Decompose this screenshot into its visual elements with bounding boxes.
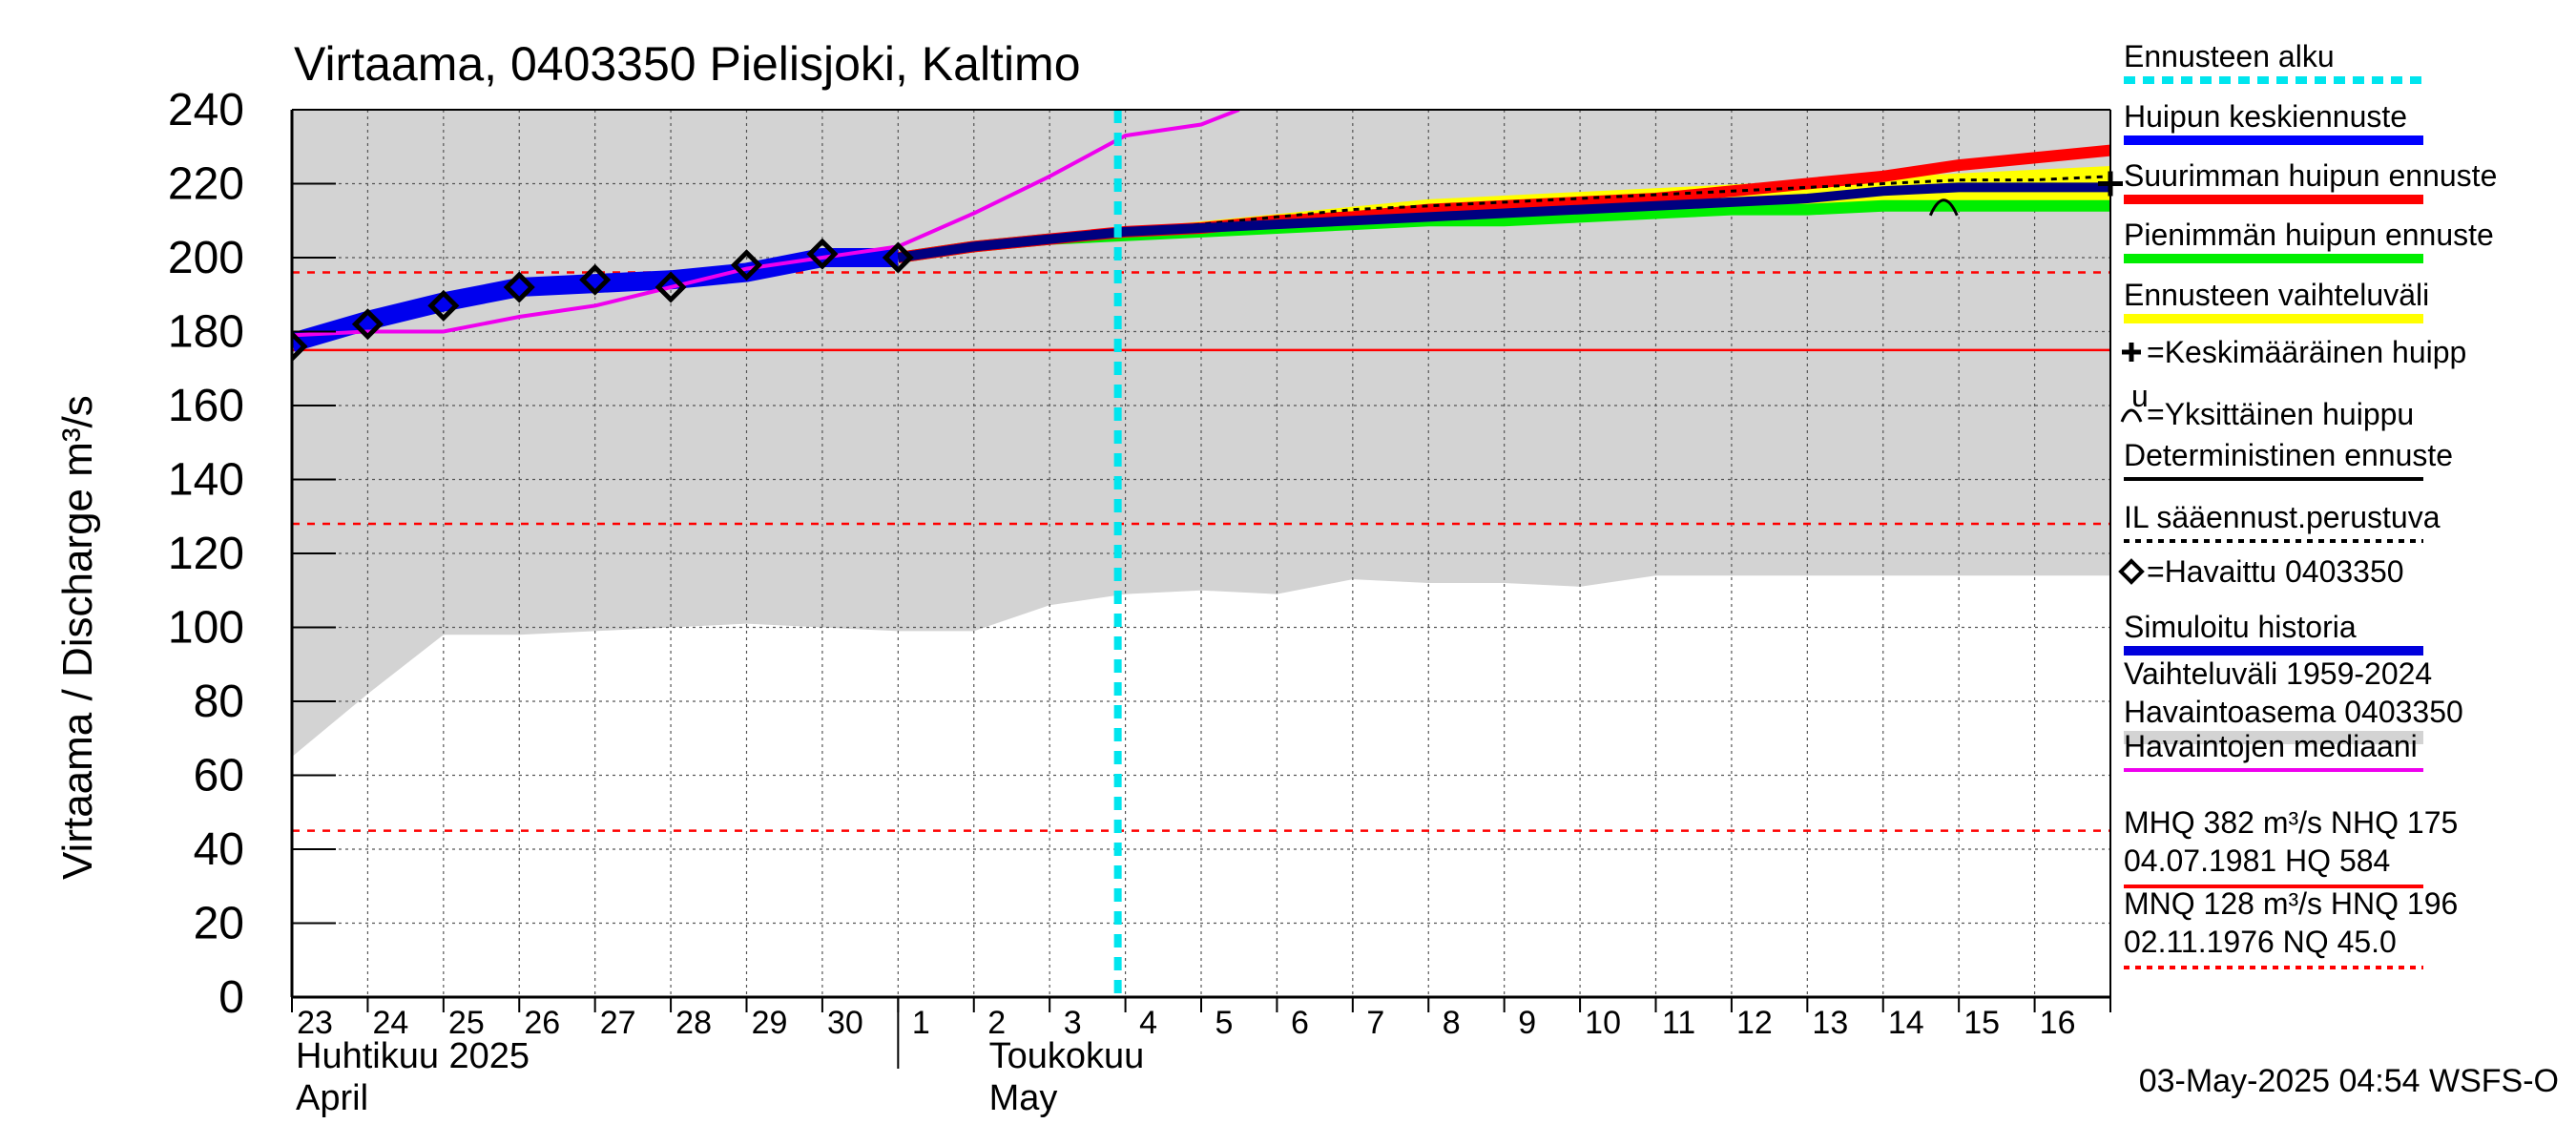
observed-point [292,330,308,363]
legend-item-14-label: MNQ 128 m³/s HNQ 196 [2124,886,2458,921]
month-label-april-fi: Huhtikuu 2025 [296,1036,530,1076]
y-tick-label: 100 [168,603,244,654]
legend-item-0-label: Ennusteen alku [2124,39,2335,73]
legend-item-13-label: MHQ 382 m³/s NHQ 175 [2124,805,2458,840]
legend-item-3-label: Pienimmän huipun ennuste [2124,218,2494,252]
legend-item-1-label: Huipun keskiennuste [2124,99,2407,134]
x-tick-label: 1 [912,1005,930,1041]
legend: Ennusteen alku Huipun keskiennuste Suurimm… [2118,39,2497,969]
legend-item-6-label: =Yksittäinen huippu [2147,397,2414,431]
x-tick-label: 25 [448,1005,485,1041]
legend-item-7-label: Deterministinen ennuste [2124,438,2453,472]
legend-item-5-label2: u [2131,379,2149,413]
series-il-forecast [898,175,2110,260]
chart-title: Virtaama, 0403350 Pielisjoki, Kaltimo [294,37,1081,91]
observed-point [806,238,839,270]
legend-item-10-label: Simuloitu historia [2124,610,2357,644]
y-tick-label: 220 [168,159,244,210]
x-tick-label: 8 [1443,1005,1461,1041]
y-tick-label: 40 [194,824,244,875]
x-tick-label: 13 [1812,1005,1848,1041]
y-axis-label: Virtaama / Discharge m³/s [54,395,101,880]
y-tick-label: 80 [194,677,244,727]
legend-item-4-label: Ennusteen vaihteluväli [2124,278,2429,312]
month-label-april-en: April [296,1078,368,1118]
observed-point [882,241,914,274]
x-tick-label: 2 [987,1005,1006,1041]
x-tick-label: 15 [1963,1005,2000,1041]
x-tick-label: 7 [1366,1005,1384,1041]
legend-item-5-label: =Keskimääräinen huipp [2147,335,2466,369]
x-tick-label: 10 [1585,1005,1621,1041]
legend-item-8-label: IL sääennust.perustuva [2124,500,2441,534]
month-label-may-en: May [989,1078,1058,1118]
y-tick-label: 200 [168,233,244,283]
x-tick-label: 29 [752,1005,788,1041]
x-tick-label: 9 [1518,1005,1536,1041]
legend-item-12-label: Havaintojen mediaani [2124,729,2418,763]
legend-item-11-label: Vaihteluväli 1959-2024 [2124,656,2432,691]
x-tick-label: 26 [524,1005,560,1041]
legend-item-11-label2: Havaintoasema 0403350 [2124,695,2463,729]
x-tick-label: 28 [675,1005,712,1041]
y-tick-label: 60 [194,751,244,802]
x-tick-label: 14 [1888,1005,1924,1041]
observed-point [427,289,460,322]
x-tick-label: 6 [1291,1005,1309,1041]
x-tick-label: 12 [1736,1005,1773,1041]
x-tick-label: 3 [1064,1005,1082,1041]
x-tick-label: 27 [600,1005,636,1041]
observed-point [351,308,384,341]
series-mean-forecast [897,182,2110,262]
observed-point [503,271,535,303]
single-peak-marker [1928,198,1959,217]
y-tick-label: 180 [168,307,244,358]
legend-diamond-icon [2118,558,2145,585]
x-tick-label: 23 [297,1005,333,1041]
observed-point [730,249,763,281]
x-tick-label: 11 [1662,1005,1695,1041]
series-median [292,110,1240,338]
y-tick-label: 160 [168,381,244,431]
y-tick-label: 0 [218,972,244,1023]
x-tick-label: 30 [827,1005,863,1041]
month-label-may-fi: Toukokuu [989,1036,1145,1076]
y-tick-label: 20 [194,899,244,949]
footer-timestamp: 03-May-2025 04:54 WSFS-O [2139,1063,2559,1099]
x-tick-label: 5 [1215,1005,1234,1041]
x-tick-label: 4 [1139,1005,1157,1041]
y-tick-label: 120 [168,529,244,579]
observed-point [579,263,612,296]
x-tick-label: 24 [373,1005,409,1041]
x-tick-label: 16 [2040,1005,2076,1041]
legend-item-2-label: Suurimman huipun ennuste [2124,158,2497,193]
observed-point [654,271,687,303]
y-tick-label: 140 [168,455,244,506]
legend-item-14-label2: 02.11.1976 NQ 45.0 [2124,925,2397,959]
legend-arc-icon [2120,408,2143,423]
y-tick-label: 240 [168,85,244,135]
plot-area [292,110,2123,997]
legend-item-13-label2: 04.07.1981 HQ 584 [2124,843,2390,878]
legend-item-9-label: =Havaittu 0403350 [2147,554,2404,589]
plot-content [292,110,2110,997]
